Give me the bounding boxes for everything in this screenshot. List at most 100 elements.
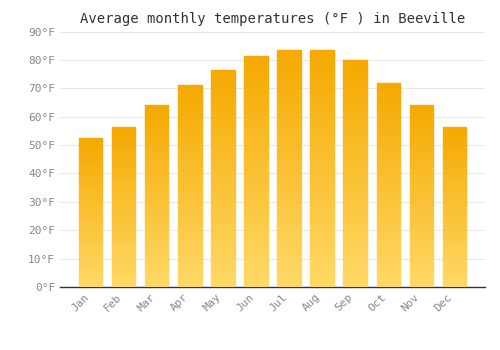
Bar [442, 236, 466, 239]
Bar [376, 168, 400, 173]
Bar [376, 209, 400, 214]
Bar [244, 97, 268, 102]
Bar [310, 278, 334, 282]
Bar [376, 217, 400, 222]
Bar [278, 202, 300, 206]
Bar [244, 120, 268, 125]
Bar [278, 230, 300, 235]
Bar [344, 223, 366, 228]
Bar [146, 156, 169, 160]
Bar [244, 130, 268, 134]
Bar [410, 149, 432, 153]
Bar [344, 74, 366, 78]
Bar [310, 225, 334, 230]
Bar [310, 249, 334, 254]
Bar [442, 181, 466, 184]
Bar [410, 124, 432, 127]
Bar [442, 133, 466, 136]
Bar [212, 174, 234, 178]
Bar [146, 138, 169, 142]
Bar [442, 242, 466, 245]
Bar [376, 148, 400, 152]
Bar [344, 187, 366, 191]
Bar [310, 50, 334, 287]
Bar [278, 178, 300, 183]
Bar [442, 216, 466, 220]
Bar [178, 174, 202, 178]
Bar [244, 231, 268, 236]
Bar [244, 125, 268, 130]
Bar [80, 212, 102, 216]
Bar [112, 274, 136, 278]
Bar [146, 109, 169, 113]
Bar [410, 284, 432, 287]
Bar [146, 131, 169, 134]
Bar [112, 194, 136, 197]
Bar [146, 189, 169, 192]
Bar [146, 200, 169, 203]
Bar [146, 196, 169, 200]
Bar [278, 88, 300, 93]
Bar [178, 90, 202, 93]
Bar [442, 232, 466, 236]
Bar [112, 127, 136, 130]
Bar [212, 178, 234, 183]
Bar [212, 148, 234, 152]
Bar [80, 150, 102, 153]
Bar [344, 178, 366, 183]
Bar [244, 111, 268, 116]
Bar [278, 220, 300, 225]
Bar [410, 251, 432, 254]
Bar [376, 156, 400, 160]
Bar [244, 250, 268, 254]
Bar [244, 102, 268, 106]
Bar [212, 74, 234, 78]
Bar [310, 97, 334, 102]
Bar [244, 218, 268, 222]
Bar [178, 279, 202, 283]
Bar [344, 105, 366, 110]
Bar [212, 109, 234, 113]
Bar [442, 223, 466, 226]
Bar [244, 65, 268, 70]
Bar [410, 218, 432, 222]
Bar [244, 83, 268, 88]
Bar [244, 148, 268, 153]
Bar [244, 199, 268, 204]
Bar [178, 226, 202, 231]
Bar [376, 262, 400, 267]
Bar [278, 164, 300, 168]
Bar [112, 229, 136, 232]
Bar [212, 70, 234, 287]
Bar [112, 149, 136, 152]
Bar [376, 258, 400, 262]
Bar [442, 239, 466, 242]
Bar [344, 101, 366, 105]
Bar [278, 50, 300, 55]
Bar [376, 189, 400, 193]
Bar [212, 166, 234, 170]
Bar [80, 204, 102, 206]
Bar [80, 138, 102, 141]
Bar [376, 193, 400, 197]
Bar [212, 122, 234, 126]
Bar [410, 131, 432, 134]
Bar [410, 247, 432, 251]
Bar [410, 243, 432, 247]
Bar [278, 64, 300, 69]
Bar [146, 272, 169, 276]
Bar [376, 99, 400, 103]
Bar [310, 235, 334, 240]
Bar [112, 204, 136, 207]
Bar [310, 102, 334, 107]
Bar [112, 223, 136, 226]
Bar [278, 74, 300, 78]
Bar [442, 165, 466, 168]
Bar [178, 178, 202, 182]
Bar [244, 268, 268, 273]
Bar [410, 171, 432, 174]
Bar [278, 192, 300, 197]
Bar [146, 236, 169, 240]
Bar [146, 258, 169, 261]
Bar [112, 172, 136, 175]
